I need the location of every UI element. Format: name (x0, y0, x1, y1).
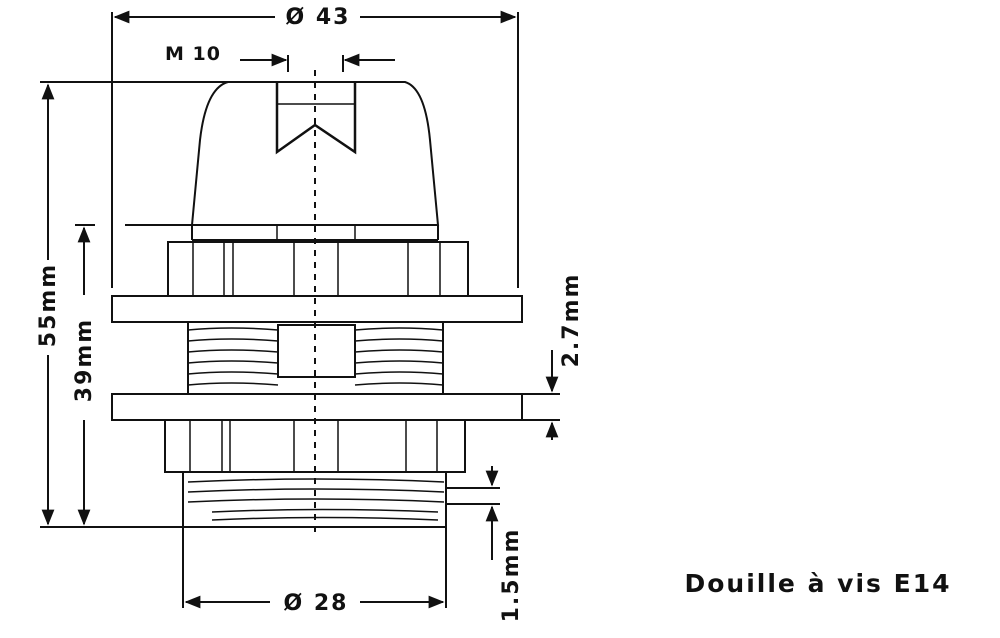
thread-window (277, 324, 356, 378)
label-thread-length: 39mm (72, 318, 97, 402)
label-top-diameter: Ø 43 (286, 5, 351, 30)
lamp-socket (111, 70, 523, 535)
lower-nut-facets (189, 420, 438, 472)
thread-lines (187, 327, 444, 386)
caption: Douille à vis E14 (685, 569, 952, 598)
upper-ring (111, 295, 523, 323)
label-base-step: 1.5mm (499, 528, 524, 623)
dimension-lines (40, 10, 560, 609)
upper-nut-facets (192, 242, 441, 296)
label-thread-size: M 10 (165, 43, 221, 65)
label-ring-thickness: 2.7mm (559, 273, 584, 368)
label-overall-height: 55mm (36, 263, 61, 347)
upper-hex-nut (167, 241, 469, 297)
label-bottom-diameter: Ø 28 (284, 591, 349, 616)
lower-ring (111, 393, 523, 421)
cap-slot (275, 82, 357, 155)
